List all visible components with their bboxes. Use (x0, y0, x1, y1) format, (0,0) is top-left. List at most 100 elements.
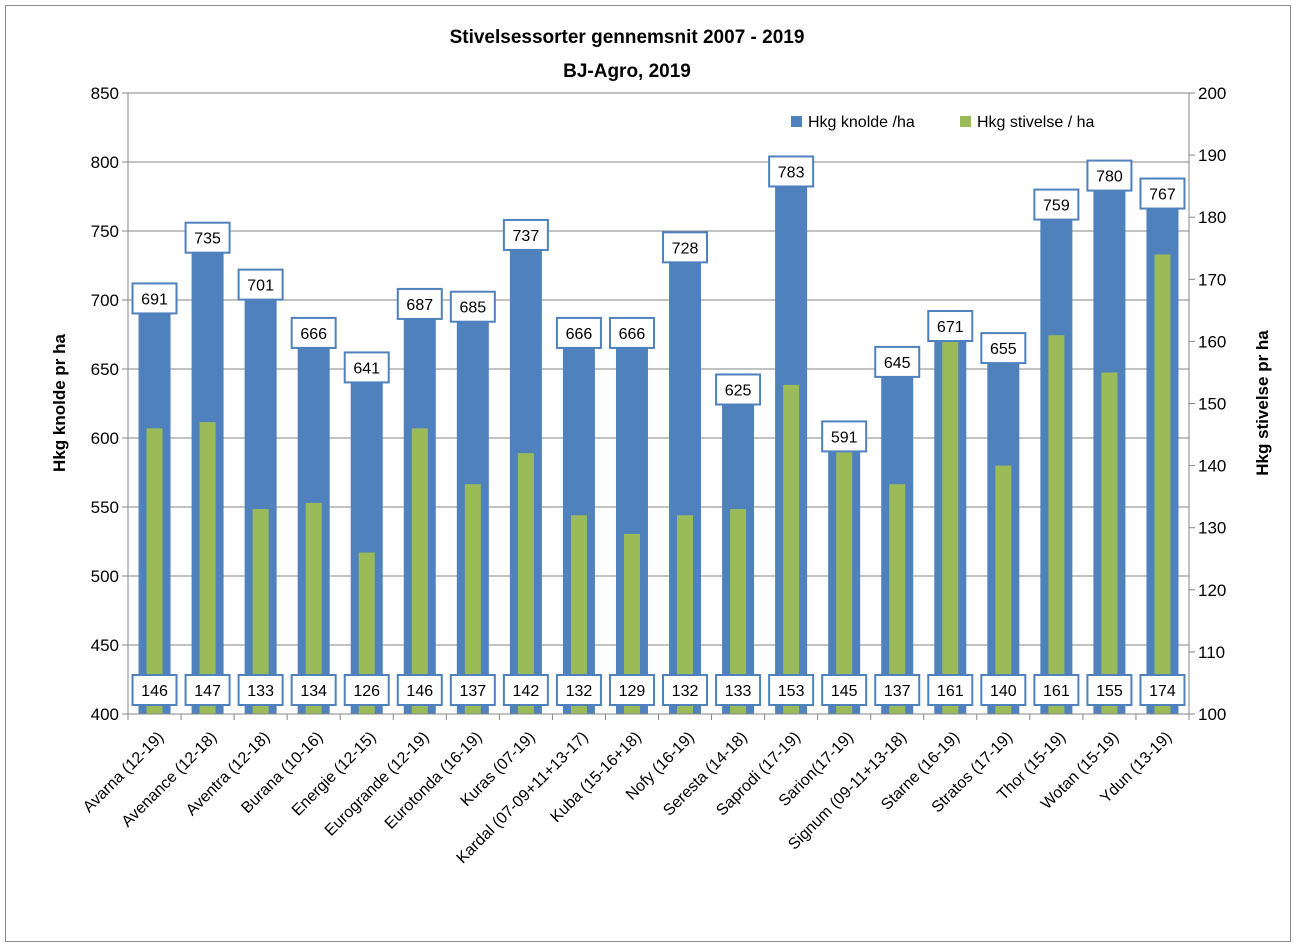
data-labels-stivelse: 146 147 133 134 126 146 137 142 132 129 132 133 153 1… (131, 674, 1186, 706)
data-label-box-stivelse (1139, 674, 1186, 706)
data-label-box-knolde (768, 155, 815, 188)
data-label-knolde: 685 (459, 300, 486, 317)
data-label-knolde: 591 (831, 429, 858, 446)
bar-stivelse (730, 509, 747, 714)
data-label-stivelse: 132 (566, 683, 593, 700)
bar-stivelse (464, 484, 481, 714)
bar-stivelse (889, 484, 906, 714)
y-right-tick-label: 110 (1198, 643, 1225, 662)
legend-label-knolde: Hkg knolde /ha (808, 114, 915, 131)
bar-stivelse (942, 335, 959, 714)
data-label-box-knolde (874, 345, 921, 378)
data-label-stivelse: 147 (194, 683, 221, 700)
data-label-box-knolde (715, 373, 762, 406)
y-left-tick-label: 650 (91, 360, 119, 379)
data-label-box-knolde (1086, 159, 1133, 192)
data-label-box-stivelse (980, 674, 1027, 706)
data-label-box-stivelse (608, 674, 655, 706)
data-label-knolde: 641 (353, 360, 380, 377)
data-label-stivelse: 132 (672, 683, 699, 700)
legend-swatch-stivelse (960, 116, 971, 127)
legend-swatch-knolde (791, 116, 802, 127)
data-label-knolde: 783 (778, 164, 805, 181)
data-label-knolde: 728 (672, 240, 699, 257)
chart-title: Stivelsessorter gennemsnit 2007 - 2019 (450, 27, 805, 48)
data-label-stivelse: 137 (884, 683, 911, 700)
y-right-tick-label: 180 (1198, 208, 1226, 227)
data-label-knolde: 767 (1149, 187, 1176, 204)
data-label-box-stivelse (502, 674, 549, 706)
data-label-box-knolde (396, 287, 443, 320)
data-label-box-stivelse (768, 674, 815, 706)
data-label-stivelse: 140 (990, 683, 1017, 700)
bar-stivelse (570, 515, 587, 714)
y-axis-right-title: Hkg stivelse pr ha (1253, 330, 1272, 476)
gridlines (128, 92, 1189, 646)
data-label-stivelse: 137 (459, 683, 486, 700)
data-label-knolde: 645 (884, 355, 911, 372)
data-label-stivelse: 129 (619, 683, 646, 700)
legend: Hkg knolde /ha Hkg stivelse / ha (791, 114, 1094, 131)
y-left-tick-label: 700 (91, 291, 119, 310)
bar-stivelse (836, 434, 853, 714)
data-label-stivelse: 161 (1043, 683, 1070, 700)
data-label-knolde: 780 (1096, 169, 1123, 186)
data-label-box-knolde (502, 218, 549, 251)
data-label-box-knolde (608, 316, 655, 349)
data-label-knolde: 737 (513, 228, 540, 245)
data-label-box-knolde (237, 268, 284, 301)
data-label-box-knolde (927, 310, 974, 343)
x-category-label: Eurogrande (12-19) (322, 729, 433, 840)
y-right-tick-label: 200 (1198, 84, 1226, 103)
y-right-tick-label: 160 (1198, 332, 1226, 351)
y-right-tick-label: 190 (1198, 146, 1226, 165)
y-right-tick-label: 120 (1198, 581, 1226, 600)
y-left-tick-label: 400 (91, 705, 119, 724)
data-label-box-knolde (555, 316, 602, 349)
data-label-knolde: 687 (406, 297, 433, 314)
x-category-label: Kuba (15-16+18) (548, 729, 645, 826)
data-label-box-stivelse (184, 674, 231, 706)
y-axis-left-ticks: 400 450 500 550 600 650 700 750 800 850 (91, 84, 128, 724)
data-label-box-stivelse (396, 674, 443, 706)
bar-stivelse (783, 384, 800, 714)
data-label-knolde: 701 (247, 278, 274, 295)
data-label-box-knolde (1033, 188, 1080, 221)
y-left-tick-label: 800 (91, 153, 119, 172)
data-label-stivelse: 146 (406, 683, 433, 700)
y-axis-right-ticks: 100 110 120 130 140 150 160 170 180 190 200 (1189, 84, 1226, 724)
bar-stivelse (1048, 335, 1065, 714)
y-right-tick-label: 150 (1198, 395, 1226, 414)
bar-stivelse (1101, 372, 1118, 714)
data-label-knolde: 666 (300, 326, 327, 343)
data-label-box-stivelse (1086, 674, 1133, 706)
data-label-stivelse: 133 (247, 683, 274, 700)
data-label-stivelse: 145 (831, 683, 858, 700)
data-label-knolde: 691 (141, 291, 168, 308)
data-label-box-knolde (131, 282, 178, 315)
y-right-tick-label: 170 (1198, 270, 1226, 289)
data-label-box-knolde (662, 231, 709, 264)
x-category-label: Avenance (12-18) (119, 729, 221, 831)
data-label-box-stivelse (290, 674, 337, 706)
data-label-knolde: 655 (990, 341, 1017, 358)
data-label-knolde: 759 (1043, 198, 1070, 215)
data-label-stivelse: 174 (1149, 683, 1176, 700)
data-label-box-knolde (449, 290, 496, 323)
y-axis-left-title: Hkg knolde pr ha (50, 334, 69, 472)
y-left-tick-label: 600 (91, 429, 119, 448)
bar-stivelse (252, 509, 269, 714)
data-label-box-stivelse (821, 674, 868, 706)
y-left-tick-label: 550 (91, 498, 119, 517)
data-label-stivelse: 153 (778, 683, 805, 700)
bar-stivelse (623, 533, 640, 714)
data-label-box-stivelse (237, 674, 284, 706)
data-label-stivelse: 146 (141, 683, 168, 700)
bar-stivelse (411, 428, 428, 714)
y-right-tick-label: 140 (1198, 457, 1226, 476)
data-label-box-knolde (1139, 177, 1186, 210)
data-label-box-stivelse (1033, 674, 1080, 706)
chart-subtitle: BJ-Agro, 2019 (563, 61, 691, 82)
bar-stivelse (305, 502, 322, 714)
